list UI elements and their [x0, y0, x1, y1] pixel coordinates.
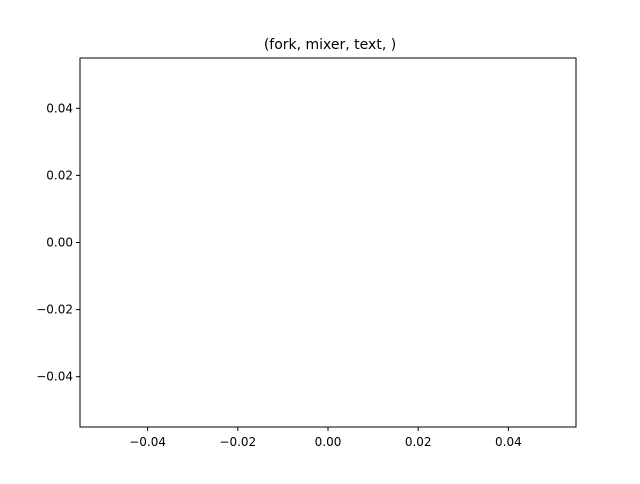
chart-title: (fork, mixer, text, ) [264, 37, 396, 53]
x-tick-label: 0.00 [315, 435, 342, 449]
x-tick-label: −0.02 [219, 435, 256, 449]
y-tick-label: 0.00 [46, 236, 73, 250]
y-axis: −0.04 −0.02 0.00 0.02 0.04 [36, 101, 80, 384]
y-tick-label: 0.02 [46, 168, 73, 182]
x-axis: −0.04 −0.02 0.00 0.02 0.04 [129, 427, 522, 449]
plot-area-frame [79, 57, 577, 428]
x-tick-label: 0.04 [495, 435, 522, 449]
x-tick-label: 0.02 [405, 435, 432, 449]
y-tick-label: −0.02 [36, 303, 73, 317]
y-tick-label: −0.04 [36, 370, 73, 384]
y-tick-label: 0.04 [46, 101, 73, 115]
x-tick-label: −0.04 [129, 435, 166, 449]
